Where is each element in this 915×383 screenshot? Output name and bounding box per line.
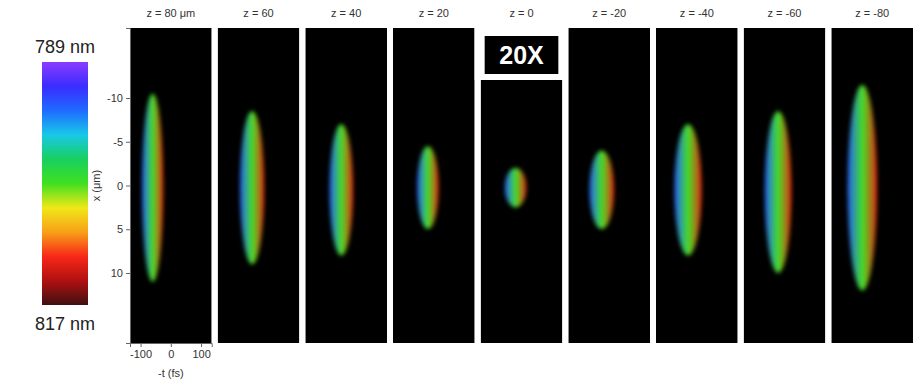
y-tick: -10 bbox=[107, 92, 130, 104]
beam bbox=[240, 111, 264, 264]
x-tick: 100 bbox=[192, 343, 210, 360]
y-tick-mark bbox=[126, 186, 130, 187]
y-tick-mark bbox=[126, 98, 130, 99]
panel-plot bbox=[568, 28, 650, 343]
y-axis: -10 -5 0 5 10 bbox=[107, 29, 130, 344]
y-tick: -5 bbox=[113, 136, 130, 148]
beam bbox=[848, 85, 877, 291]
x-tick-label: -100 bbox=[130, 348, 152, 360]
panel-plot bbox=[744, 28, 826, 343]
y-tick-mark bbox=[126, 142, 130, 143]
colorbar-label: 817 nm bbox=[35, 314, 95, 334]
y-axis-title: x (μm) bbox=[90, 170, 102, 201]
panel-title: z = 0 bbox=[509, 7, 533, 19]
x-tick: 0 bbox=[168, 343, 174, 360]
x-axis-line bbox=[131, 344, 213, 348]
panel-title: z = -20 bbox=[592, 7, 626, 19]
x-tick-label: 0 bbox=[168, 348, 174, 360]
annotation-frame bbox=[475, 28, 569, 80]
panel-title: z = -60 bbox=[768, 7, 802, 19]
panel-title: z = -40 bbox=[680, 7, 714, 19]
panel-background bbox=[568, 28, 650, 343]
panel-background bbox=[218, 28, 300, 343]
x-tick-mark bbox=[141, 343, 142, 347]
x-axis: -100 0 100 bbox=[130, 343, 212, 360]
panel-title: z = 80 μm bbox=[146, 7, 195, 19]
y-tick: 10 bbox=[111, 267, 130, 279]
beam bbox=[674, 124, 701, 255]
figure: 789 nm 817 nm z = 80 μm -10 -5 0 5 10 -100 0 100 x … bbox=[0, 0, 915, 383]
colorbar-label: 789 nm bbox=[35, 37, 95, 57]
y-tick-label: -5 bbox=[113, 136, 123, 148]
colorbar bbox=[42, 62, 88, 305]
y-tick-mark bbox=[126, 273, 130, 274]
x-axis-title: -t (fs) bbox=[158, 367, 184, 379]
beam bbox=[765, 111, 792, 273]
x-tick-mark bbox=[201, 343, 202, 347]
panel-background bbox=[305, 28, 387, 343]
y-tick-label: 10 bbox=[111, 267, 123, 279]
annotation-box bbox=[485, 36, 559, 74]
panel-title: z = 20 bbox=[419, 7, 449, 19]
y-axis-line bbox=[126, 29, 131, 344]
panel-plot bbox=[656, 28, 738, 343]
x-tick: -100 bbox=[130, 343, 152, 360]
y-tick-mark bbox=[126, 229, 130, 230]
panel-background bbox=[656, 28, 738, 343]
y-tick: 0 bbox=[117, 180, 130, 192]
y-tick-label: -10 bbox=[107, 92, 123, 104]
beam bbox=[590, 151, 615, 230]
annotation: 20X bbox=[499, 41, 544, 69]
panel-plot bbox=[831, 28, 913, 343]
y-tick: 5 bbox=[117, 223, 130, 235]
beam bbox=[330, 124, 354, 255]
panel-plot bbox=[393, 28, 475, 343]
panel-background bbox=[393, 28, 475, 343]
beam bbox=[417, 146, 438, 229]
panel-title: z = 40 bbox=[331, 7, 361, 19]
panel-plot bbox=[305, 28, 387, 343]
panel-title: z = -80 bbox=[855, 7, 889, 19]
panel-plot bbox=[218, 28, 300, 343]
panel-background bbox=[130, 28, 212, 343]
x-tick-label: 100 bbox=[192, 348, 210, 360]
panel-background bbox=[831, 28, 913, 343]
y-tick-label: 0 bbox=[117, 180, 123, 192]
y-tick-label: 5 bbox=[117, 223, 123, 235]
panel-plot bbox=[130, 28, 212, 343]
panel-background bbox=[744, 28, 826, 343]
beam bbox=[142, 94, 163, 282]
panel-title: z = 60 bbox=[243, 7, 273, 19]
beam bbox=[505, 168, 526, 207]
x-tick-mark bbox=[171, 343, 172, 347]
